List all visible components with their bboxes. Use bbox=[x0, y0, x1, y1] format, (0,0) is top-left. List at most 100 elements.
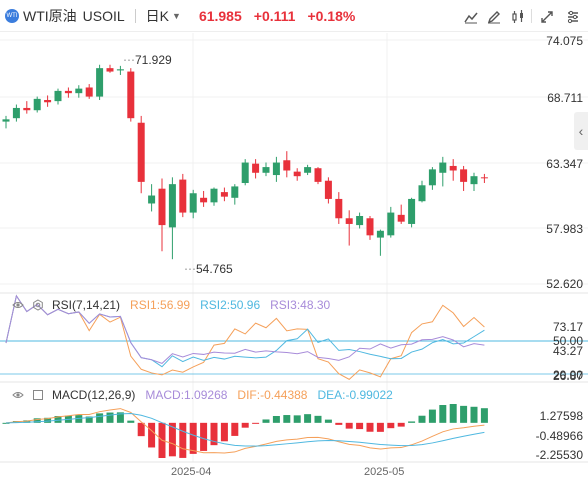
candle-body bbox=[137, 122, 145, 182]
candle-body bbox=[23, 107, 31, 111]
candle-body bbox=[418, 185, 426, 202]
candle-settings-icon[interactable] bbox=[508, 7, 528, 27]
candle-body bbox=[376, 230, 384, 238]
price-change: +0.111 bbox=[253, 7, 296, 24]
macd-histogram-bar bbox=[376, 422, 384, 432]
rsi1-value: RSI1:56.99 bbox=[130, 298, 191, 312]
macd-histogram-bar bbox=[2, 422, 10, 424]
candle-body bbox=[231, 186, 239, 198]
eye-icon[interactable] bbox=[12, 299, 24, 311]
candle-body bbox=[33, 98, 41, 111]
candle-body bbox=[158, 188, 166, 226]
candle-body bbox=[283, 160, 291, 171]
checkbox-icon[interactable] bbox=[32, 389, 44, 401]
candle-body bbox=[200, 197, 208, 203]
macd-histogram-bar bbox=[387, 422, 395, 429]
candle-body bbox=[106, 68, 114, 72]
candle-body bbox=[127, 71, 135, 119]
macd-value: MACD:1.09268 bbox=[145, 388, 228, 402]
candle-body bbox=[356, 215, 364, 226]
line-draw-icon[interactable] bbox=[461, 7, 481, 27]
macd-histogram-bar bbox=[480, 408, 488, 423]
candle-body bbox=[428, 169, 436, 186]
macd-histogram-bar bbox=[460, 405, 468, 423]
x-axis-label: 2025-04 bbox=[171, 466, 212, 478]
pen-icon[interactable] bbox=[484, 7, 504, 27]
macd-histogram-bar bbox=[272, 415, 280, 423]
dif-value: DIF:-0.44388 bbox=[237, 388, 308, 402]
macd-histogram-bar bbox=[23, 420, 31, 423]
macd-histogram-bar bbox=[262, 419, 270, 423]
dea-value: DEA:-0.99022 bbox=[317, 388, 393, 402]
x-axis-label: 2025-05 bbox=[364, 466, 405, 478]
candle-body bbox=[148, 195, 156, 204]
price-axis-label: 63.347 bbox=[546, 157, 583, 171]
macd-histogram-bar bbox=[127, 420, 135, 423]
candle-body bbox=[64, 90, 72, 94]
macd-histogram-bar bbox=[408, 421, 416, 423]
fullscreen-icon[interactable] bbox=[537, 7, 557, 27]
candle-body bbox=[220, 192, 228, 197]
toolbar-divider bbox=[134, 8, 136, 23]
gear-icon[interactable] bbox=[32, 299, 44, 311]
candle-body bbox=[252, 163, 260, 173]
symbol-name[interactable]: WTI原油 bbox=[23, 7, 77, 24]
price-axis-label: 68.711 bbox=[547, 91, 583, 105]
macd-histogram-bar bbox=[439, 405, 447, 423]
macd-axis-label: -2.25530 bbox=[535, 448, 583, 462]
candle-body bbox=[397, 214, 405, 222]
macd-histogram-bar bbox=[168, 422, 176, 457]
price-change-pct: +0.18% bbox=[307, 7, 356, 24]
candle-body bbox=[85, 87, 93, 97]
macd-histogram-bar bbox=[179, 422, 187, 458]
candle-body bbox=[116, 69, 124, 71]
candle-body bbox=[470, 176, 478, 185]
macd-histogram-bar bbox=[366, 422, 374, 432]
macd-histogram-bar bbox=[324, 419, 332, 423]
macd-histogram-bar bbox=[283, 415, 291, 423]
macd-histogram-bar bbox=[33, 418, 41, 423]
chevron-down-icon[interactable]: ▼ bbox=[172, 10, 181, 21]
candle-body bbox=[262, 167, 270, 173]
macd-histogram-bar bbox=[252, 422, 260, 424]
rsi-legend: RSI(7,14,21) RSI1:56.99 RSI2:50.96 RSI3:… bbox=[0, 296, 330, 314]
candle-body bbox=[366, 218, 374, 236]
rsi-indicator-name: RSI(7,14,21) bbox=[52, 298, 121, 312]
settings-icon[interactable] bbox=[563, 7, 583, 27]
eye-icon[interactable] bbox=[12, 389, 24, 401]
macd-histogram-bar bbox=[137, 422, 145, 437]
candle-body bbox=[439, 162, 447, 173]
symbol-icon: WTI bbox=[5, 8, 19, 23]
macd-histogram-bar bbox=[220, 422, 228, 442]
period-selector[interactable]: 日K bbox=[145, 7, 170, 24]
macd-histogram-bar bbox=[106, 412, 114, 423]
candle-body bbox=[449, 165, 457, 171]
price-axis-label: 52.620 bbox=[546, 277, 583, 291]
price-axis-label: 57.983 bbox=[546, 222, 583, 236]
macd-histogram-bar bbox=[470, 406, 478, 423]
chevron-left-icon[interactable]: ‹ bbox=[574, 112, 588, 150]
macd-histogram-bar bbox=[148, 422, 156, 448]
rsi-axis-label: 20.00 bbox=[552, 368, 583, 382]
rsi-axis-label: 26.87 bbox=[552, 369, 583, 383]
candle-body bbox=[345, 218, 353, 224]
rsi1-line bbox=[5, 294, 485, 380]
candle-body bbox=[324, 180, 332, 199]
macd-histogram-bar bbox=[189, 422, 197, 454]
macd-histogram-bar bbox=[54, 415, 62, 423]
candle-body bbox=[189, 193, 197, 213]
macd-histogram-bar bbox=[345, 422, 353, 429]
candle-body bbox=[54, 90, 62, 102]
macd-histogram-bar bbox=[304, 414, 312, 423]
macd-histogram-bar bbox=[231, 422, 239, 436]
macd-histogram-bar bbox=[449, 404, 457, 423]
candle-body bbox=[314, 168, 322, 182]
rsi-axis-label: 43.27 bbox=[552, 344, 583, 358]
candle-body bbox=[210, 188, 218, 203]
candle-body bbox=[272, 162, 280, 176]
candle-body bbox=[168, 184, 176, 228]
rsi-axis-label: 50.00 bbox=[552, 334, 583, 348]
macd-histogram-bar bbox=[200, 422, 208, 451]
macd-axis-label: 1.27598 bbox=[539, 409, 583, 423]
